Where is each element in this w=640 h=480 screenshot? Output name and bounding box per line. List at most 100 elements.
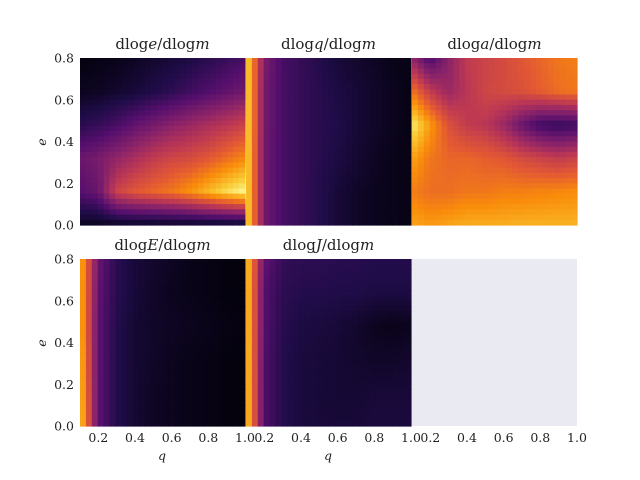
- heatmap-cell: [310, 342, 318, 349]
- heatmap-cell: [357, 269, 365, 276]
- heatmap-cell: [246, 178, 253, 184]
- heatmap-cell: [435, 136, 443, 143]
- heatmap-cell: [412, 63, 419, 70]
- heatmap-cell: [281, 214, 288, 221]
- heatmap-cell: [523, 204, 531, 210]
- heatmap-cell: [251, 274, 259, 281]
- heatmap-cell: [393, 279, 400, 286]
- heatmap-cell: [127, 285, 134, 291]
- heatmap-cell: [399, 214, 406, 221]
- heatmap-cell: [304, 58, 312, 64]
- heatmap-cell: [215, 269, 223, 276]
- heatmap-cell: [417, 193, 425, 200]
- heatmap-cell: [423, 167, 431, 174]
- heatmap-cell: [97, 162, 105, 169]
- heatmap-cell: [215, 198, 223, 205]
- heatmap-cell: [518, 219, 525, 226]
- heatmap-cell: [103, 115, 111, 122]
- heatmap-cell: [197, 162, 205, 169]
- heatmap-cell: [322, 193, 330, 200]
- heatmap-cell: [168, 363, 175, 370]
- heatmap-cell: [287, 58, 294, 64]
- heatmap-cell: [233, 311, 240, 318]
- heatmap-cell: [369, 162, 377, 169]
- heatmap-cell: [322, 120, 330, 127]
- heatmap-cell: [115, 78, 122, 85]
- heatmap-cell: [429, 73, 437, 80]
- heatmap-cell: [565, 183, 572, 190]
- heatmap-cell: [191, 146, 199, 153]
- heatmap-cell: [441, 58, 448, 64]
- heatmap-cell: [435, 73, 443, 80]
- heatmap-cell: [85, 389, 93, 396]
- heatmap-cell: [346, 219, 353, 226]
- heatmap-cell: [387, 120, 394, 127]
- heatmap-cell: [281, 157, 288, 163]
- heatmap-cell: [405, 136, 412, 143]
- heatmap-cell: [476, 183, 484, 190]
- heatmap-cell: [399, 347, 406, 354]
- heatmap-cell: [506, 104, 513, 111]
- heatmap-cell: [441, 68, 448, 75]
- heatmap-cell: [263, 295, 271, 302]
- heatmap-cell: [322, 373, 330, 380]
- heatmap-cell: [328, 167, 335, 174]
- x-tick-label: 0.6: [162, 430, 182, 445]
- heatmap-cell: [186, 214, 193, 221]
- heatmap-cell: [281, 193, 288, 200]
- heatmap-cell: [257, 368, 265, 375]
- heatmap-cell: [340, 94, 347, 101]
- heatmap-cell: [369, 198, 377, 205]
- heatmap-cell: [186, 198, 193, 205]
- heatmap-cell: [328, 162, 335, 169]
- heatmap-cell: [412, 110, 419, 117]
- heatmap-cell: [91, 269, 99, 276]
- heatmap-cell: [168, 167, 175, 174]
- heatmap-cell: [156, 125, 164, 132]
- heatmap-cell: [310, 188, 318, 195]
- heatmap-cell: [304, 172, 312, 179]
- heatmap-cell: [150, 141, 158, 148]
- heatmap-cell: [293, 264, 300, 271]
- heatmap-cell: [523, 104, 531, 111]
- heatmap-cell: [523, 63, 531, 70]
- heatmap-cell: [263, 347, 271, 354]
- heatmap-cell: [357, 178, 365, 184]
- heatmap-cell: [405, 141, 412, 148]
- heatmap-cell: [423, 99, 431, 106]
- heatmap-cell: [541, 214, 549, 221]
- heatmap-cell: [109, 104, 116, 111]
- heatmap-cell: [523, 146, 531, 153]
- heatmap-cell: [322, 214, 330, 221]
- heatmap-cell: [369, 347, 377, 354]
- heatmap-cell: [453, 214, 460, 221]
- x-tick-label: 0.2: [420, 430, 440, 445]
- heatmap-cell: [103, 290, 111, 297]
- heatmap-cell: [150, 219, 158, 226]
- heatmap-cell: [381, 300, 389, 307]
- heatmap-cell: [251, 311, 259, 318]
- heatmap-cell: [156, 84, 164, 90]
- heatmap-cell: [162, 326, 169, 333]
- heatmap-cell: [215, 311, 223, 318]
- heatmap-cell: [293, 394, 300, 401]
- heatmap-cell: [559, 162, 566, 169]
- heatmap-cell: [541, 204, 549, 210]
- heatmap-cell: [109, 342, 116, 349]
- heatmap-cell: [447, 219, 454, 226]
- heatmap-cell: [263, 337, 271, 344]
- heatmap-cell: [369, 183, 377, 190]
- heatmap-cell: [429, 84, 437, 90]
- heatmap-cell: [138, 151, 146, 158]
- heatmap-cell: [138, 125, 146, 132]
- heatmap-cell: [97, 110, 105, 117]
- heatmap-cell: [470, 198, 478, 205]
- heatmap-cell: [453, 110, 460, 117]
- heatmap-cell: [97, 274, 105, 281]
- heatmap-cell: [459, 183, 466, 190]
- heatmap-cell: [239, 99, 246, 106]
- heatmap-cell: [571, 193, 578, 200]
- heatmap-cell: [269, 120, 277, 127]
- heatmap-cell: [529, 188, 537, 195]
- heatmap-cell: [281, 352, 288, 359]
